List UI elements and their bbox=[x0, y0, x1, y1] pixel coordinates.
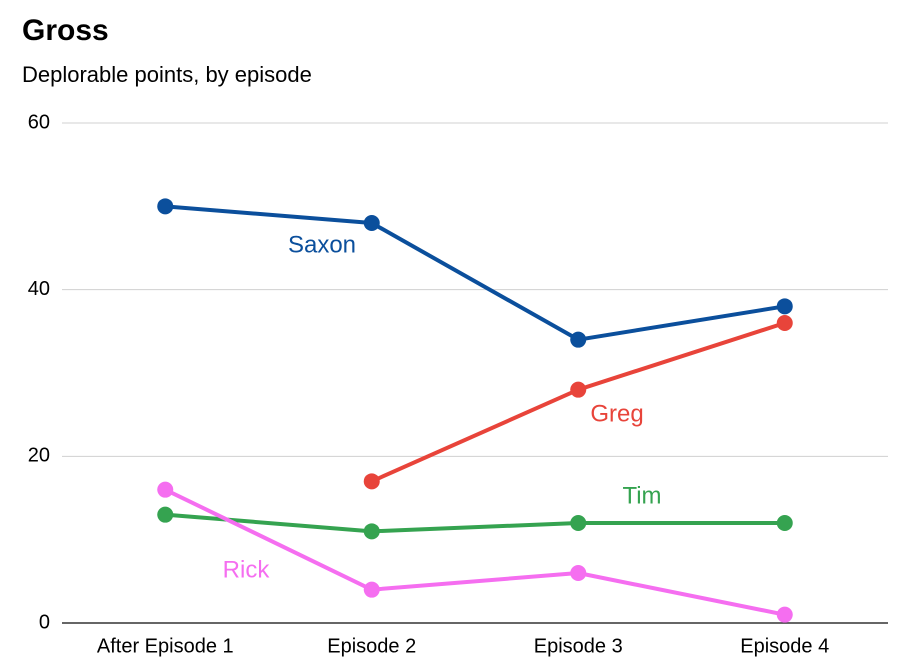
series-line bbox=[164, 487, 786, 617]
point bbox=[363, 581, 380, 598]
point bbox=[570, 515, 587, 531]
point bbox=[776, 606, 793, 623]
chart-subtitle: Deplorable points, by episode bbox=[22, 62, 312, 87]
point bbox=[363, 523, 380, 540]
point bbox=[570, 565, 587, 581]
series-label: Tim bbox=[622, 482, 661, 509]
point bbox=[570, 331, 587, 348]
point bbox=[363, 473, 380, 490]
point bbox=[776, 315, 793, 331]
x-tick-label: Episode 2 bbox=[327, 635, 416, 657]
y-tick-label: 20 bbox=[28, 445, 50, 467]
series-label: Greg bbox=[590, 400, 643, 427]
series-line bbox=[165, 512, 785, 534]
series-label: Rick bbox=[223, 556, 271, 583]
point bbox=[157, 506, 174, 523]
series-label: Saxon bbox=[288, 231, 356, 258]
y-tick-label: 60 bbox=[28, 111, 50, 133]
point bbox=[570, 381, 587, 398]
point bbox=[157, 198, 174, 215]
point bbox=[776, 515, 793, 531]
x-tick-label: Episode 4 bbox=[740, 635, 829, 657]
y-tick-label: 40 bbox=[28, 278, 50, 300]
y-tick-label: 0 bbox=[39, 611, 50, 633]
x-tick-label: Episode 3 bbox=[534, 635, 623, 657]
point bbox=[157, 481, 174, 498]
point bbox=[776, 298, 793, 315]
x-tick-label: After Episode 1 bbox=[97, 635, 234, 657]
series-line bbox=[165, 204, 786, 342]
chart-title: Gross bbox=[22, 14, 109, 47]
point bbox=[363, 215, 380, 231]
